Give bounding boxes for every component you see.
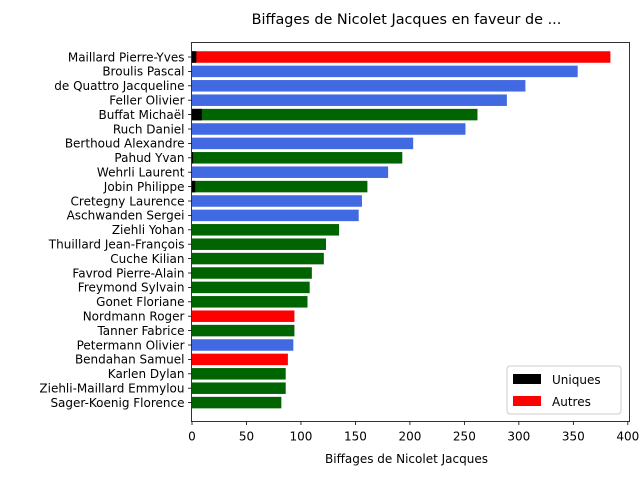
legend-label-autres: Autres [552,395,591,409]
y-tick-label-de-quattro-jacqueline: de Quattro Jacqueline [54,79,184,93]
bar-bendahan-samuel [192,353,288,366]
bar-petermann-olivier [192,339,294,351]
y-tick-label-jobin-philippe: Jobin Philippe [103,180,185,194]
x-tick-label-0: 0 [188,430,196,444]
chart-title: Biffages de Nicolet Jacques en faveur de… [252,12,562,28]
bar-ziehli-yohan [192,224,340,236]
bar-sager-koenig-florence [192,396,282,409]
bar-cretegny-laurence [192,195,362,207]
y-tick-label-broulis-pascal: Broulis Pascal [102,65,184,79]
bar-feller-olivier [192,94,507,106]
bar-gonet-floriane [192,296,308,308]
y-tick-label-nordmann-roger: Nordmann Roger [83,310,185,324]
bar-berthoud-alexandre [192,137,414,150]
bars-layer [192,51,611,409]
y-tick-label-gonet-floriane: Gonet Floriane [96,295,184,309]
bar-karlen-dylan [192,368,286,380]
y-tick-label-favrod-pierre-alain: Favrod Pierre-Alain [72,266,184,280]
x-axis-ticks: 0 50 100 150 200 250 300 350 400 [188,421,639,444]
bar-pahud-yvan [192,152,403,164]
plot-frame [191,42,630,422]
bar-freymond-sylvain [192,281,310,294]
bar-wehrli-laurent [192,166,389,178]
y-tick-label-wehrli-laurent: Wehrli Laurent [97,166,185,180]
bar-broulis-pascal [192,65,578,78]
x-axis-label: Biffages de Nicolet Jacques [325,452,488,466]
y-tick-label-buffat-michael: Buffat Michaël [99,108,185,122]
bar-aschwanden-sergei [192,209,359,222]
y-tick-label-karlen-dylan: Karlen Dylan [108,367,185,381]
legend-swatch-autres [513,396,541,406]
y-tick-label-berthoud-alexandre: Berthoud Alexandre [65,137,185,151]
y-tick-label-freymond-sylvain: Freymond Sylvain [78,281,185,295]
bar-nordmann-roger [192,310,295,322]
x-tick-label-350: 350 [562,430,585,444]
legend-swatch-uniques [513,374,541,384]
bar-cuche-kilian [192,252,324,265]
y-tick-label-cuche-kilian: Cuche Kilian [110,252,184,266]
y-tick-label-tanner-fabrice: Tanner Fabrice [96,324,184,338]
y-tick-label-bendahan-samuel: Bendahan Samuel [75,353,185,367]
x-tick-label-100: 100 [290,430,313,444]
y-tick-label-petermann-olivier: Petermann Olivier [77,338,185,352]
bar-buffat-michael [192,108,478,121]
y-tick-label-sager-koenig-florence: Sager-Koenig Florence [50,396,184,410]
x-tick-label-400: 400 [616,430,639,444]
y-tick-label-thuillard-jean-francois: Thuillard Jean-François [48,238,185,252]
y-tick-label-cretegny-laurence: Cretegny Laurence [71,194,185,208]
y-tick-label-ziehli-maillard-emmylou: Ziehli-Maillard Emmylou [39,382,184,396]
unique-bar-maillard-pierre-yves [192,51,197,63]
y-tick-label-feller-olivier: Feller Olivier [109,94,184,108]
bar-ziehli-maillard-emmylou [192,382,286,394]
bar-tanner-fabrice [192,324,295,337]
bar-thuillard-jean-francois [192,238,327,250]
bar-de-quattro-jacqueline [192,80,526,92]
bar-maillard-pierre-yves [192,51,611,63]
axes-layer [191,42,630,422]
unique-bar-jobin-philippe [192,180,196,193]
unique-bar-pahud-yvan [192,152,194,164]
unique-bar-buffat-michael [192,108,202,121]
x-tick-label-50: 50 [239,430,254,444]
x-tick-label-250: 250 [453,430,476,444]
legend-label-uniques: Uniques [552,373,601,387]
bar-ruch-daniel [192,123,466,135]
y-tick-label-maillard-pierre-yves: Maillard Pierre-Yves [68,50,185,64]
y-tick-label-aschwanden-sergei: Aschwanden Sergei [67,209,185,223]
bar-jobin-philippe [192,180,368,193]
bar-favrod-pierre-alain [192,267,312,279]
y-tick-label-ziehli-yohan: Ziehli Yohan [112,223,185,237]
x-tick-label-150: 150 [344,430,367,444]
x-tick-label-200: 200 [398,430,421,444]
y-tick-label-pahud-yvan: Pahud Yvan [114,151,184,165]
y-tick-label-ruch-daniel: Ruch Daniel [113,122,185,136]
x-tick-label-300: 300 [507,430,530,444]
legend: Uniques Autres [506,365,622,415]
